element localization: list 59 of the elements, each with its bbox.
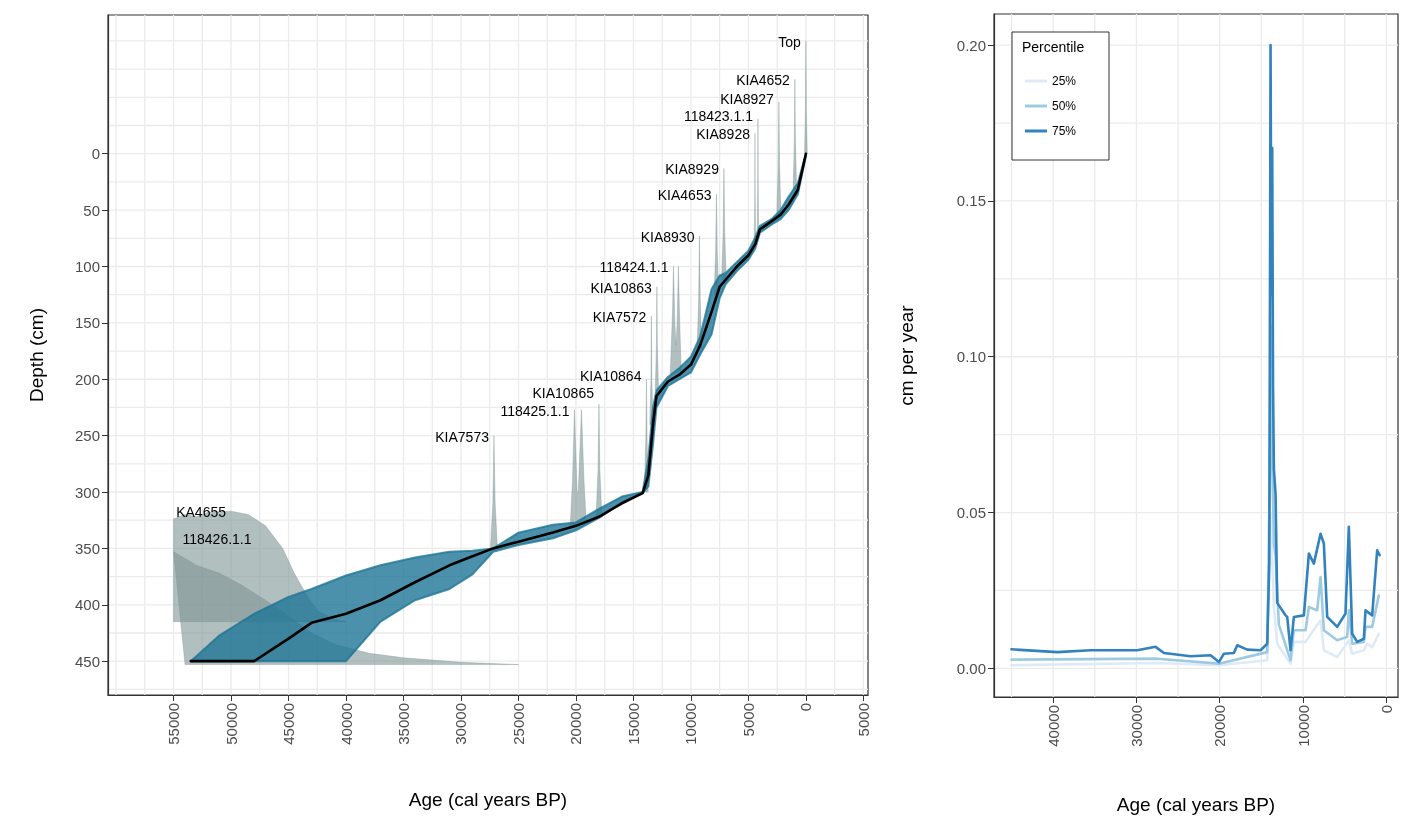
legend-title: Percentile xyxy=(1022,39,1085,55)
series-label: KIA7572 xyxy=(592,309,647,326)
y-tick-label: 50 xyxy=(83,201,100,219)
series-label: KA4655 xyxy=(176,504,227,521)
x-tick-label: 25000 xyxy=(509,703,527,745)
series-label: 118424.1.1 xyxy=(599,259,669,276)
series-label: KIA8930 xyxy=(640,229,695,246)
series-label: Top xyxy=(778,33,802,50)
x-tick-label: 35000 xyxy=(394,703,412,745)
series-label: KIA4653 xyxy=(657,187,712,204)
x-tick-label: 10000 xyxy=(682,703,700,745)
y-tick-label: 0.15 xyxy=(956,192,986,210)
x-tick-label: 45000 xyxy=(280,703,298,745)
y-tick-label: 300 xyxy=(74,483,100,501)
y-tick-label: 100 xyxy=(74,257,100,275)
series-label: KIA8928 xyxy=(696,126,751,143)
y-tick-label: 0.20 xyxy=(956,36,986,54)
series-label: KIA8927 xyxy=(720,90,775,107)
x-tick-label: 5000 xyxy=(739,703,757,737)
y-tick-label: 0.10 xyxy=(956,348,986,366)
series-label: KIA4652 xyxy=(736,72,791,89)
legend-label: 75% xyxy=(1052,124,1077,138)
series-label: KIA7573 xyxy=(435,428,490,445)
series-label: 118423.1.1 xyxy=(683,107,754,124)
series-label: 118426.1.1 xyxy=(182,530,252,547)
x-tick-label: 0 xyxy=(1377,705,1395,714)
x-tick-label: 15000 xyxy=(624,703,642,745)
y-tick-label: 0.05 xyxy=(956,504,986,522)
x-tick-label: 30000 xyxy=(452,703,470,745)
y-axis-title: Depth (cm) xyxy=(26,308,47,402)
legend-label: 50% xyxy=(1052,99,1077,113)
line-series xyxy=(1010,43,1381,664)
series-label: KIA8929 xyxy=(665,161,720,178)
series-label: KIA10865 xyxy=(532,385,595,402)
series-label: 118425.1.1 xyxy=(500,402,570,419)
x-tick-label: 50000 xyxy=(222,703,240,745)
y-tick-label: 250 xyxy=(74,427,100,445)
x-tick-label: 55000 xyxy=(165,703,183,745)
y-axis-title: cm per year xyxy=(896,304,917,406)
x-tick-label: 5000 xyxy=(854,703,872,737)
series-label: KIA10863 xyxy=(590,279,653,296)
x-tick-label: 20000 xyxy=(1211,705,1229,747)
y-tick-label: 0.00 xyxy=(956,659,986,677)
x-tick-label: 20000 xyxy=(567,703,585,745)
x-tick-label: 0 xyxy=(797,703,815,712)
x-axis-title: Age (cal years BP) xyxy=(1116,794,1276,815)
x-tick-label: 40000 xyxy=(1044,705,1062,747)
y-tick-label: 450 xyxy=(74,652,100,670)
y-tick-label: 200 xyxy=(74,370,100,388)
x-tick-label: 10000 xyxy=(1294,705,1312,747)
x-axis-title: Age (cal years BP) xyxy=(408,789,568,810)
x-tick-label: 40000 xyxy=(337,703,355,745)
x-tick-label: 30000 xyxy=(1127,705,1145,747)
y-tick-label: 150 xyxy=(74,314,100,332)
y-tick-label: 400 xyxy=(74,596,100,614)
y-tick-label: 350 xyxy=(74,539,100,557)
legend-label: 25% xyxy=(1052,74,1077,88)
y-tick-label: 0 xyxy=(91,145,100,163)
series-label: KIA10864 xyxy=(579,368,642,385)
